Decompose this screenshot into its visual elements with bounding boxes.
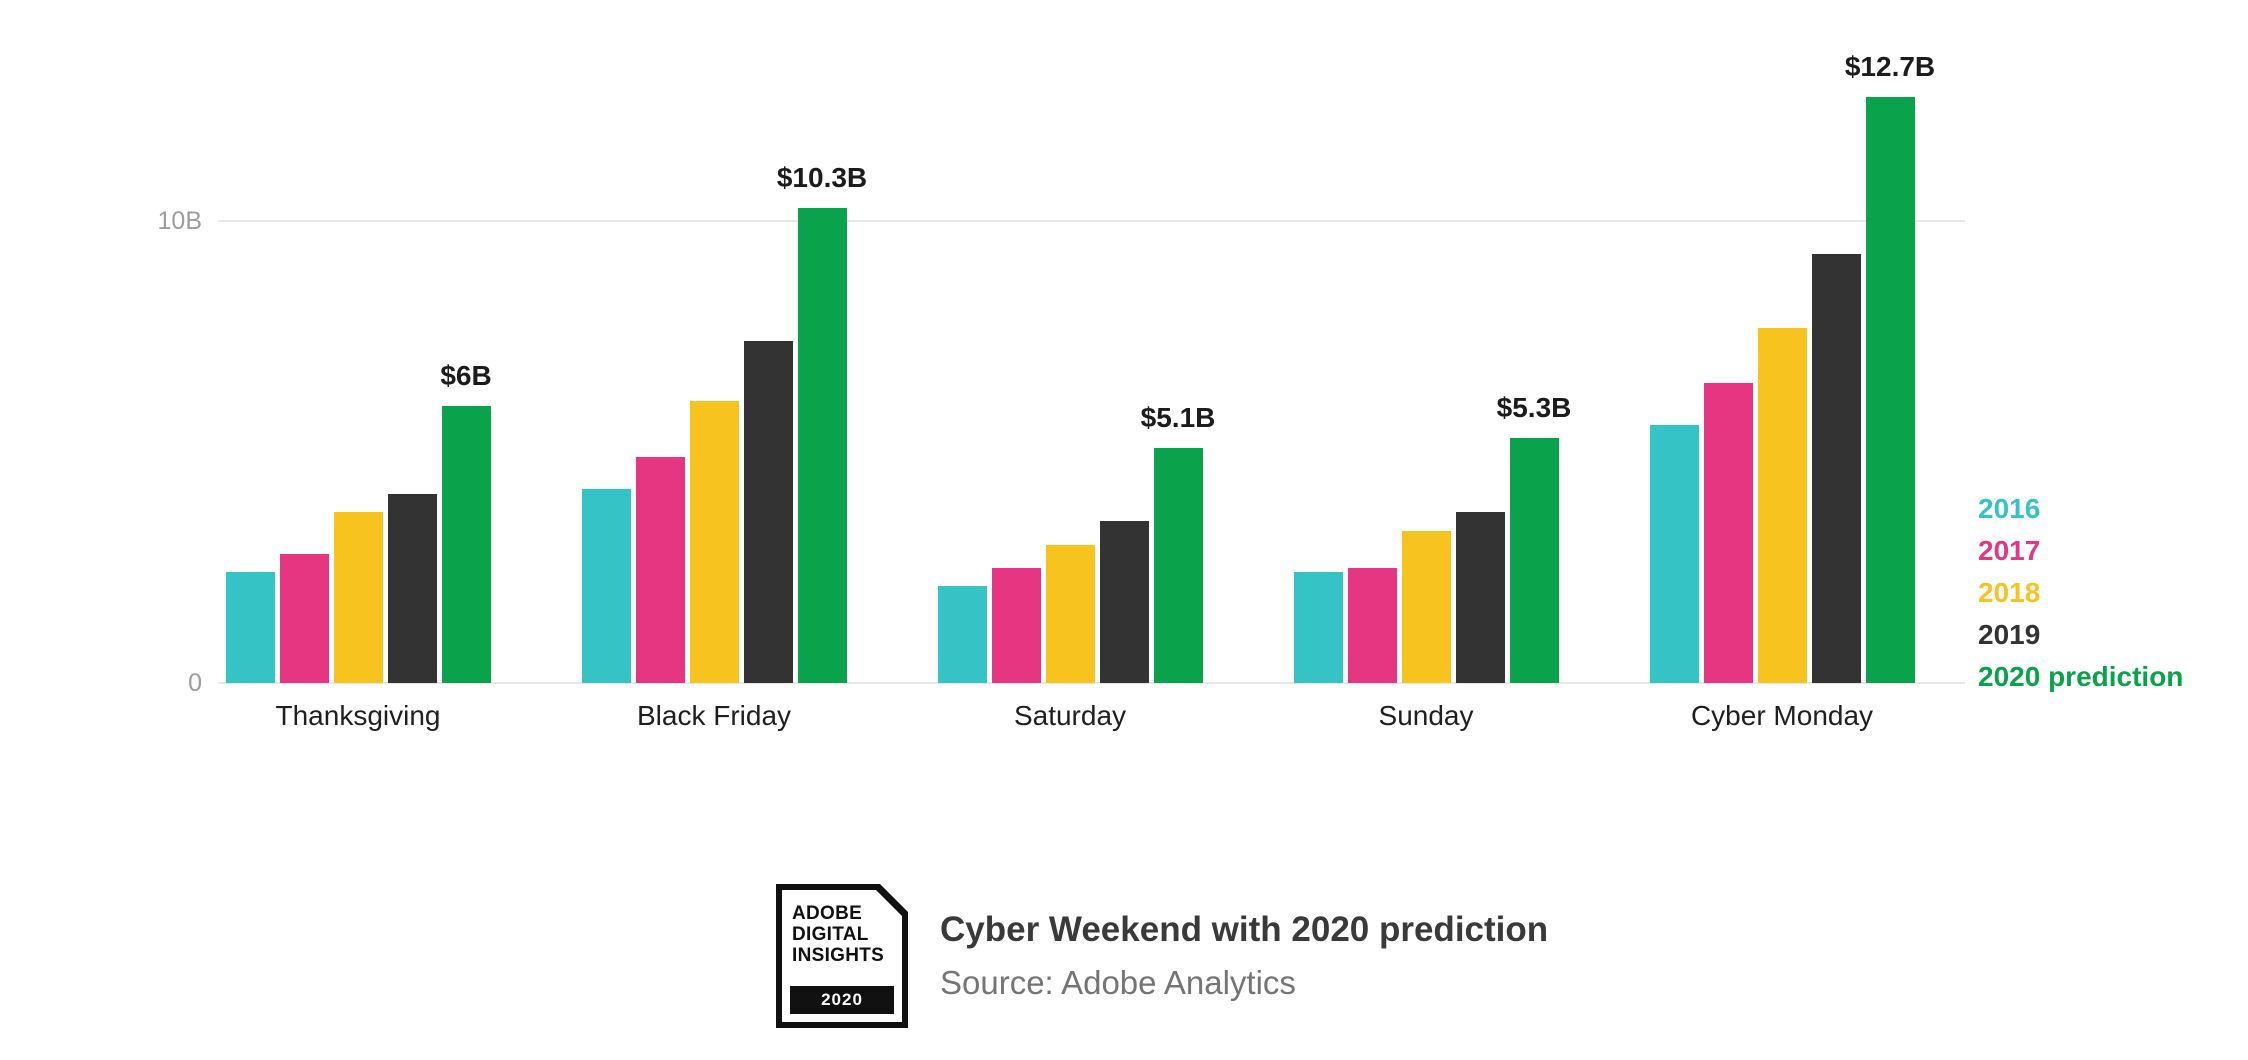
adi-logo-text: ADOBE DIGITAL INSIGHTS [782,890,902,966]
bar-2017-sunday [1347,568,1397,683]
bar-2017-saturday [991,568,1041,683]
bar-2018-saturday [1045,545,1095,683]
bar-group-sunday: $5.3B [1248,392,1604,683]
adi-logo-line1: ADOBE [792,903,863,924]
category-label-black-friday: Black Friday [636,700,792,731]
footer: ADOBE DIGITAL INSIGHTS 2020 Cyber Weeken… [776,884,1548,1028]
bar-value-label-saturday: $5.1B [1140,402,1216,433]
bar-2019-cyber-monday [1811,254,1861,683]
legend-item-2017: 2017 [1978,535,2041,566]
gridline-10b [218,220,1965,223]
bar-2016-black-friday [581,489,631,683]
adi-logo-line2: DIGITAL [792,924,869,945]
bar-2020-prediction-sunday: $5.3B [1497,392,1571,683]
bar-2017-thanksgiving [279,554,329,683]
bar-2016-sunday [1293,572,1343,683]
chart-source: Source: Adobe Analytics [940,964,1296,1001]
bar-2020-prediction-thanksgiving: $6B [440,360,492,683]
bar-value-label-black-friday: $10.3B [776,162,868,193]
bar-2016-cyber-monday [1649,425,1699,683]
legend-item-2019: 2019 [1978,619,2041,650]
adi-logo-line3: INSIGHTS [792,945,885,966]
bar-value-label-sunday: $5.3B [1496,392,1572,423]
legend-item-2020-prediction: 2020 prediction [1978,661,2184,692]
legend: 2016 2017 2018 2019 2020 prediction [1978,488,2183,698]
plot-area: $6B $10.3B $5.1B $5.3B $12.7B [180,51,1960,683]
bar-2017-cyber-monday [1703,383,1753,683]
adi-logo: ADOBE DIGITAL INSIGHTS 2020 [776,884,908,1028]
category-label-thanksgiving: Thanksgiving [275,700,441,731]
bar-2018-sunday [1401,531,1451,683]
bar-2018-cyber-monday [1757,328,1807,683]
bar-2018-thanksgiving [333,512,383,683]
bar-group-black-friday: $10.3B [536,162,892,683]
category-label-cyber-monday: Cyber Monday [1690,700,1874,731]
bar-2020-prediction-black-friday: $10.3B [777,162,867,683]
bar-2020-prediction-saturday: $5.1B [1141,402,1215,683]
bar-2020-prediction-cyber-monday: $12.7B [1845,51,1935,683]
bar-2019-thanksgiving [387,494,437,683]
chart-titles: Cyber Weekend with 2020 prediction Sourc… [940,910,1548,1002]
bar-2019-sunday [1455,512,1505,683]
bar-2019-black-friday [743,341,793,683]
category-label-sunday: Sunday [1378,700,1474,731]
adi-logo-inner: ADOBE DIGITAL INSIGHTS 2020 [782,890,902,1022]
bar-2016-saturday [937,586,987,683]
y-axis-label-0: 0 [188,669,202,697]
bar-2017-black-friday [635,457,685,683]
adi-logo-year: 2020 [790,986,894,1014]
bar-group-thanksgiving: $6B [180,360,536,683]
chart-title: Cyber Weekend with 2020 prediction [940,910,1549,949]
bar-value-label-thanksgiving: $6B [440,360,492,391]
bar-group-cyber-monday: $12.7B [1604,51,1960,683]
legend-item-2016: 2016 [1978,493,2041,524]
gridline-0 [218,682,1965,684]
bar-2018-black-friday [689,401,739,683]
bar-2016-thanksgiving [225,572,275,683]
y-axis-label-10b: 10B [157,207,202,236]
category-axis: Thanksgiving Black Friday Saturday Sunday Cy… [180,700,1960,732]
bar-2019-saturday [1099,521,1149,683]
category-label-saturday: Saturday [1013,700,1127,731]
legend-item-2018: 2018 [1978,577,2041,608]
bar-group-saturday: $5.1B [892,402,1248,683]
bar-value-label-cyber-monday: $12.7B [1844,51,1936,82]
